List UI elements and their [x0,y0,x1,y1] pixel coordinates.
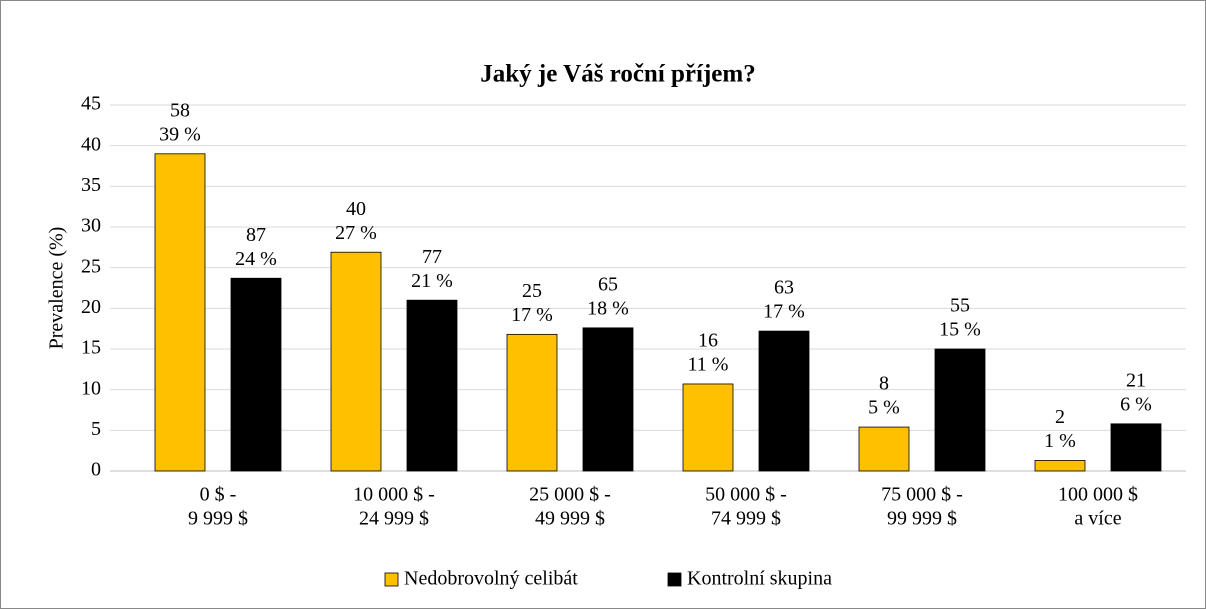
x-tick-label: a více [1074,508,1121,530]
bar [682,383,734,472]
data-label: 15 % [939,319,981,341]
data-label: 21 % [411,270,453,292]
x-tick-label: 25 000 $ - [529,484,611,506]
x-tick-label: 74 999 $ [711,508,781,530]
data-label-count: 25 [522,280,542,302]
bar [758,330,810,472]
data-label: 24 % [235,248,277,270]
bar [230,277,282,472]
y-tick-label: 30 [81,215,101,237]
x-tick-label: 49 999 $ [535,508,605,530]
data-label: 17 % [511,304,553,326]
y-tick-label: 10 [81,377,101,399]
x-tick-label: 10 000 $ - [353,484,435,506]
bar [406,299,458,472]
y-tick-label: 45 [81,93,101,115]
bar [1110,423,1162,472]
data-label-count: 2 [1055,406,1065,428]
data-label: 27 % [335,222,377,244]
data-label-count: 77 [422,246,442,268]
x-tick-label: 9 999 $ [188,508,248,530]
x-tick-label: 50 000 $ - [705,484,787,506]
bar [1034,460,1086,472]
y-tick-label: 15 [81,337,101,359]
data-label: 6 % [1120,393,1152,415]
y-tick-label: 20 [81,296,101,318]
data-label-count: 21 [1126,369,1146,391]
data-label-count: 55 [950,295,970,317]
data-label: 18 % [587,297,629,319]
data-label-count: 16 [698,330,718,352]
data-label-count: 87 [246,224,266,246]
bar [934,348,986,472]
y-tick-label: 0 [91,459,101,481]
data-label: 11 % [688,354,729,376]
y-axis-label: Prevalence (%) [46,227,68,350]
data-label-count: 40 [346,198,366,220]
data-label-count: 65 [598,273,618,295]
x-tick-label: 99 999 $ [887,508,957,530]
chart-title: Jaký je Váš roční příjem? [480,61,755,88]
bar [582,327,634,472]
bar [330,251,382,472]
y-tick-label: 40 [81,133,101,155]
legend-label: Nedobrovolný celibát [404,568,578,590]
legend-swatch [384,572,399,587]
data-label-count: 58 [170,99,190,121]
legend-label: Kontrolní skupina [687,568,832,590]
y-tick-label: 5 [91,418,101,440]
x-tick-label: 24 999 $ [359,508,429,530]
data-label-count: 63 [774,277,794,299]
y-tick-label: 35 [81,174,101,196]
x-tick-label: 0 $ - [200,484,237,506]
data-label: 5 % [868,397,900,419]
data-label-count: 8 [879,373,889,395]
x-tick-label: 100 000 $ [1058,484,1138,506]
bar [506,333,558,472]
data-label: 39 % [159,123,201,145]
x-tick-label: 75 000 $ - [881,484,963,506]
bar [154,153,206,472]
legend-swatch [667,572,682,587]
bar [858,426,910,472]
data-label: 1 % [1044,430,1076,452]
y-tick-label: 25 [81,255,101,277]
data-label: 17 % [763,301,805,323]
